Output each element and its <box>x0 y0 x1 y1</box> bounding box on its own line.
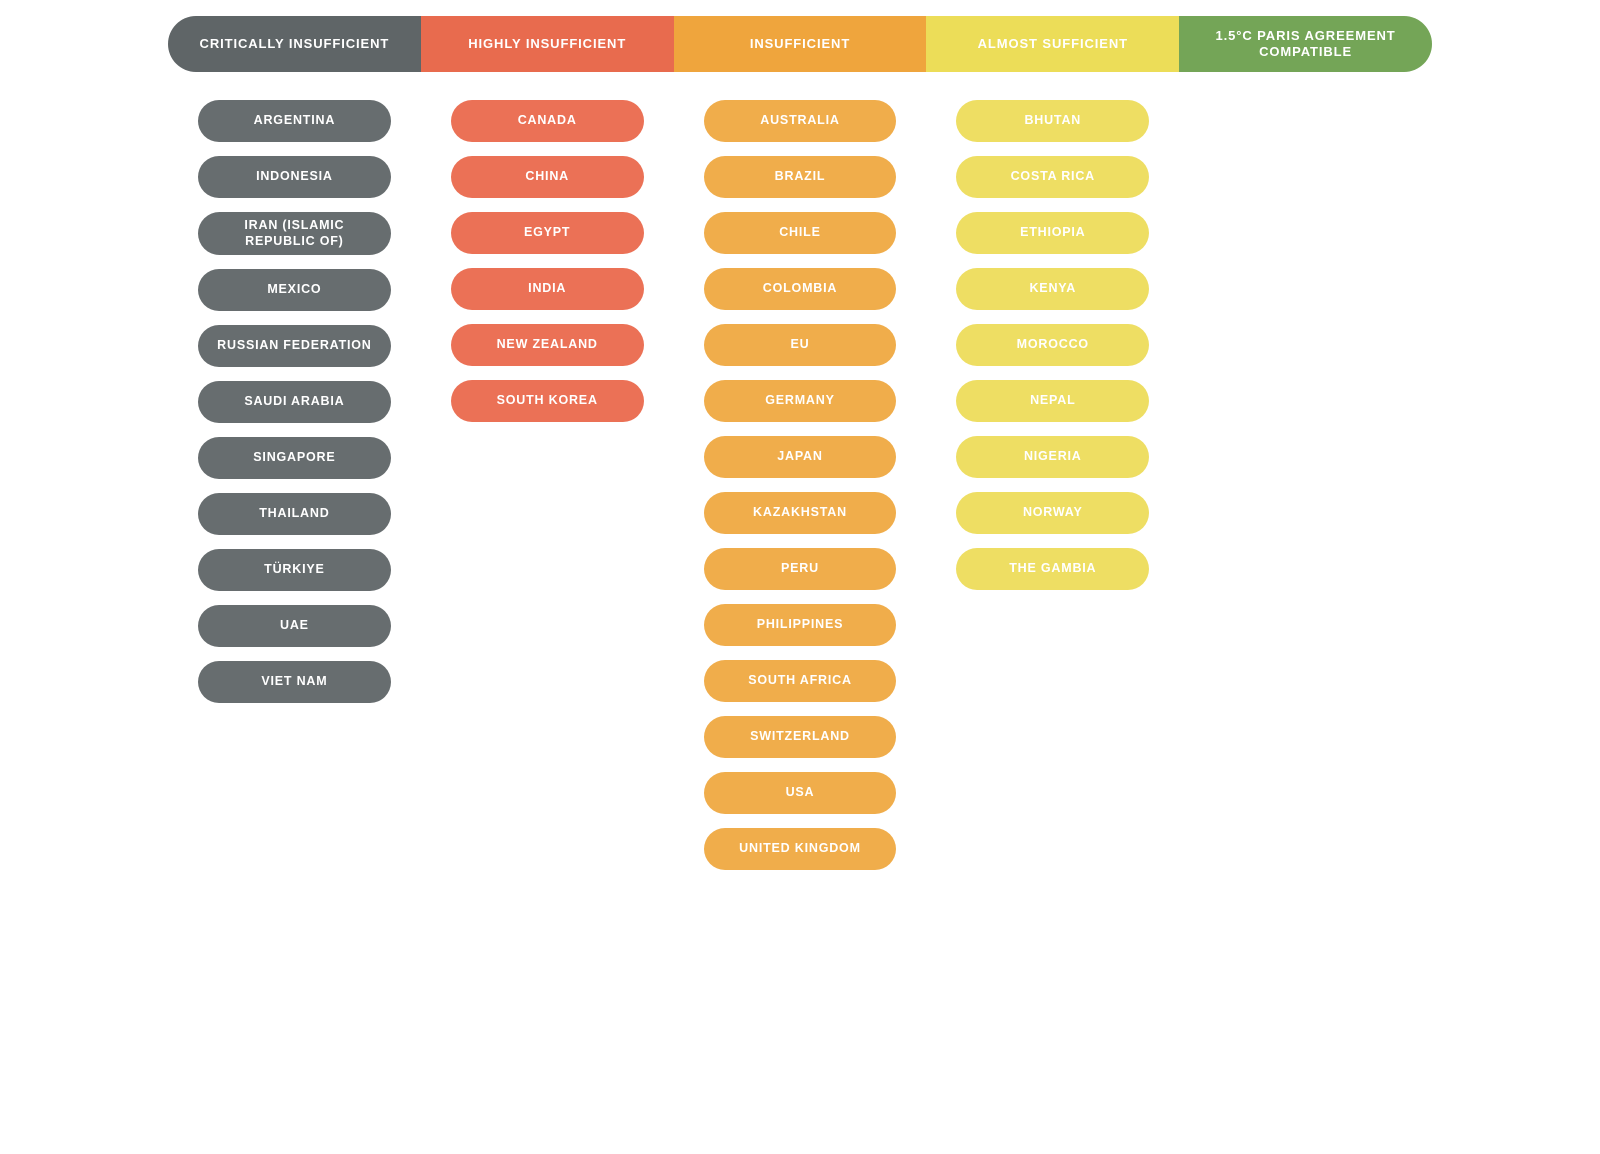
category-header-row: CRITICALLY INSUFFICIENT HIGHLY INSUFFICI… <box>168 16 1432 72</box>
country-pill: SWITZERLAND <box>704 716 897 758</box>
country-pill: SINGAPORE <box>198 437 391 479</box>
country-pill: CHILE <box>704 212 897 254</box>
country-pill: INDONESIA <box>198 156 391 198</box>
column-highly-insufficient: CANADA CHINA EGYPT INDIA NEW ZEALAND SOUTH KO… <box>421 100 674 870</box>
header-critically-insufficient: CRITICALLY INSUFFICIENT <box>168 16 421 72</box>
country-pill: UNITED KINGDOM <box>704 828 897 870</box>
country-pill: UAE <box>198 605 391 647</box>
country-pill: BRAZIL <box>704 156 897 198</box>
rating-chart: CRITICALLY INSUFFICIENT HIGHLY INSUFFICI… <box>160 0 1440 910</box>
country-pill: NEPAL <box>956 380 1149 422</box>
country-pill: INDIA <box>451 268 644 310</box>
country-pill: TÜRKIYE <box>198 549 391 591</box>
column-critically-insufficient: ARGENTINA INDONESIA IRAN (ISLAMIC REPUBLIC… <box>168 100 421 870</box>
country-pill: AUSTRALIA <box>704 100 897 142</box>
header-almost-sufficient: ALMOST SUFFICIENT <box>926 16 1179 72</box>
country-pill: KENYA <box>956 268 1149 310</box>
header-insufficient: INSUFFICIENT <box>674 16 927 72</box>
country-pill: SAUDI ARABIA <box>198 381 391 423</box>
country-pill: NEW ZEALAND <box>451 324 644 366</box>
country-pill: GERMANY <box>704 380 897 422</box>
country-pill: ETHIOPIA <box>956 212 1149 254</box>
country-pill: MEXICO <box>198 269 391 311</box>
country-pill: PERU <box>704 548 897 590</box>
country-pill: CANADA <box>451 100 644 142</box>
country-pill: KAZAKHSTAN <box>704 492 897 534</box>
country-pill: ARGENTINA <box>198 100 391 142</box>
column-insufficient: AUSTRALIA BRAZIL CHILE COLOMBIA EU GERMANY JAP… <box>674 100 927 870</box>
country-pill: THE GAMBIA <box>956 548 1149 590</box>
country-pill: SOUTH KOREA <box>451 380 644 422</box>
column-paris-compatible <box>1179 100 1432 870</box>
country-pill: COLOMBIA <box>704 268 897 310</box>
columns-container: ARGENTINA INDONESIA IRAN (ISLAMIC REPUBLIC… <box>168 100 1432 870</box>
country-pill: THAILAND <box>198 493 391 535</box>
country-pill: CHINA <box>451 156 644 198</box>
country-pill: EU <box>704 324 897 366</box>
header-highly-insufficient: HIGHLY INSUFFICIENT <box>421 16 674 72</box>
country-pill: RUSSIAN FEDERATION <box>198 325 391 367</box>
country-pill: PHILIPPINES <box>704 604 897 646</box>
column-almost-sufficient: BHUTAN COSTA RICA ETHIOPIA KENYA MOROCCO NEPA… <box>926 100 1179 870</box>
country-pill: SOUTH AFRICA <box>704 660 897 702</box>
country-pill: NORWAY <box>956 492 1149 534</box>
country-pill: JAPAN <box>704 436 897 478</box>
country-pill: USA <box>704 772 897 814</box>
country-pill: VIET NAM <box>198 661 391 703</box>
country-pill: EGYPT <box>451 212 644 254</box>
header-paris-compatible: 1.5°C PARIS AGREEMENT COMPATIBLE <box>1179 16 1432 72</box>
country-pill: NIGERIA <box>956 436 1149 478</box>
country-pill: BHUTAN <box>956 100 1149 142</box>
country-pill: MOROCCO <box>956 324 1149 366</box>
country-pill: COSTA RICA <box>956 156 1149 198</box>
country-pill: IRAN (ISLAMIC REPUBLIC OF) <box>198 212 391 255</box>
